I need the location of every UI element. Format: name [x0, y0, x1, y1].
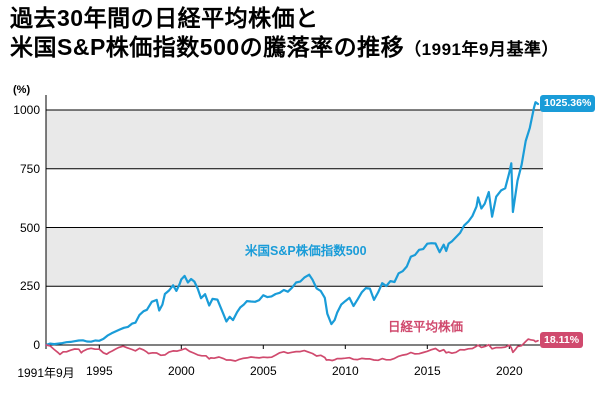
end-value-badge-sp500: 1025.36% [540, 95, 596, 112]
chart-title-line2: 米国S&P株価指数500の騰落率の推移（1991年9月基準） [10, 33, 559, 62]
series-label-sp500: 米国S&P株価指数500 [245, 244, 367, 258]
end-value-badge-nikkei: 18.11% [540, 331, 584, 349]
series-label-nikkei: 日経平均株価 [388, 320, 464, 334]
x-tick-label: 1995 [85, 364, 113, 378]
y-tick-label: 0 [33, 338, 40, 352]
series-line-sp500 [44, 101, 540, 347]
plot-band [46, 110, 543, 169]
x-tick-label: 1991年9月 [17, 366, 75, 380]
y-axis-unit-label: (%) [13, 84, 31, 96]
chart-title-line2-text: 米国S&P株価指数500の騰落率の推移 [10, 34, 405, 61]
x-tick-label: 2010 [331, 364, 359, 378]
chart-title: 過去30年間の日経平均株価と 米国S&P株価指数500の騰落率の推移（1991年… [10, 4, 559, 63]
series-line-nikkei [45, 338, 539, 362]
y-tick-label: 250 [19, 279, 40, 294]
x-tick-label: 2015 [413, 364, 441, 378]
x-tick-label: 2020 [495, 364, 523, 378]
plot-band [46, 227, 543, 287]
x-tick-label: 2000 [167, 364, 195, 378]
x-tick-label: 2005 [249, 364, 277, 378]
chart-title-line1: 過去30年間の日経平均株価と [10, 5, 319, 31]
chart-title-baseline-note: （1991年9月基準） [404, 40, 559, 60]
y-tick-label: 750 [19, 161, 40, 176]
y-tick-label: 500 [19, 220, 40, 235]
y-tick-label: 1000 [13, 103, 40, 117]
